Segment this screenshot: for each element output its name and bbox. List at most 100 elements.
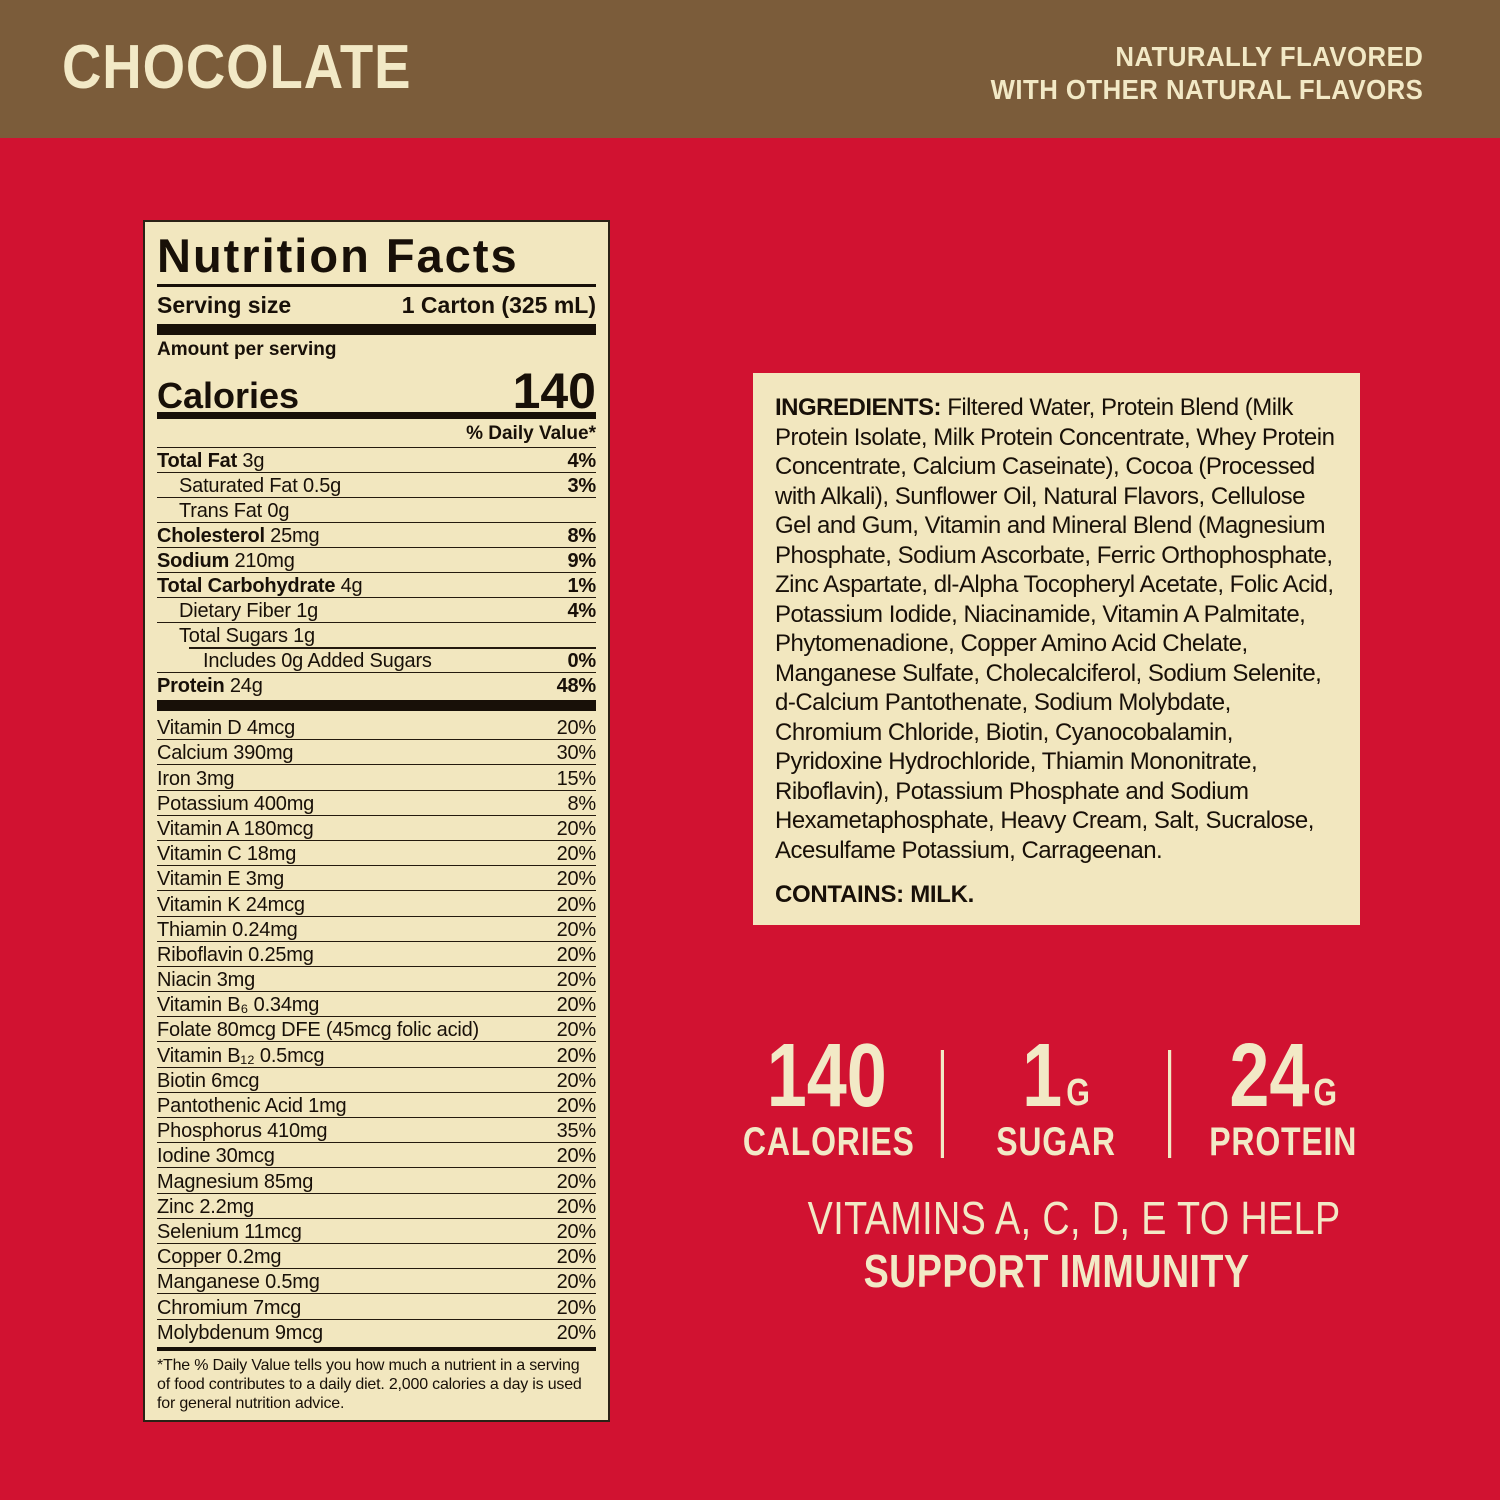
daily-value-percent: 20% (556, 1321, 597, 1344)
nutrient-row: Riboflavin 0.25mg 20% (157, 940, 596, 966)
nutrient-name: Molybdenum 9mcg (157, 1321, 323, 1344)
daily-value-percent: 8% (567, 525, 596, 547)
nutrient-name: Calcium 390mg (157, 742, 294, 765)
daily-value-percent: 20% (556, 994, 597, 1017)
stat-number-row: 140 (741, 1026, 917, 1126)
nutrient-row: Iron 3mg 15% (157, 764, 597, 790)
nutrient-name: Folate 80mcg DFE (45mcg folic acid) (157, 1019, 480, 1042)
nutrient-name: Iodine 30mcg (157, 1145, 275, 1168)
nutrient-name: Cholesterol 25mg (157, 525, 320, 547)
nutrient-row: Magnesium 85mg 20% (157, 1167, 597, 1193)
nutrient-row: Includes 0g Added Sugars 0% (157, 647, 596, 672)
allergen-statement: CONTAINS: MILK. (775, 881, 975, 908)
nutrition-facts-title: Nutrition Facts (157, 229, 519, 282)
nutrient-name: Vitamin D 4mcg (157, 717, 295, 740)
amount-per-serving-label: Amount per serving (157, 339, 337, 360)
flavor-tagline: NATURALLY FLAVORED WITH OTHER NATURAL FL… (990, 40, 1423, 106)
nutrient-row: Total Sugars 1g (157, 622, 596, 647)
nutrient-row: Vitamin B₁₂ 0.5mcg 20% (157, 1041, 597, 1067)
nutrient-name: Chromium 7mcg (157, 1296, 302, 1319)
stat-value: 140 (766, 1026, 887, 1126)
nutrient-name: Vitamin C 18mg (157, 843, 297, 866)
nutrient-row: Thiamin 0.24mg 20% (157, 915, 596, 941)
immunity-claim: VITAMINS A, C, D, E TO HELP SUPPORT IMMU… (807, 1192, 1341, 1298)
nutrient-row: Vitamin B₆ 0.34mg 20% (157, 991, 596, 1016)
nutrient-name: Vitamin B₁₂ 0.5mcg (157, 1044, 325, 1067)
nutrient-row: Vitamin C 18mg 20% (157, 839, 597, 866)
daily-value-percent: 20% (556, 1095, 597, 1117)
nutrient-name: Includes 0g Added Sugars (203, 650, 432, 672)
daily-value-percent: 1% (567, 575, 596, 597)
nutrient-row: Vitamin E 3mg 20% (157, 865, 596, 890)
daily-value-percent: 20% (556, 1145, 597, 1168)
stat-divider (940, 1049, 944, 1158)
ingredients-text: INGREDIENTS: Filtered Water, Protein Ble… (775, 393, 1338, 865)
daily-value-percent: 20% (556, 1044, 597, 1067)
separator (157, 284, 596, 287)
nutrient-name: Vitamin A 180mcg (157, 817, 314, 840)
daily-value-percent: 20% (556, 1170, 597, 1193)
daily-value-percent: 4% (567, 450, 596, 472)
nutrient-row: Sodium 210mg 9% (157, 547, 596, 572)
nutrient-row: Total Carbohydrate 4g 1% (157, 572, 596, 597)
nutrient-name: Selenium 11mcg (157, 1220, 302, 1243)
stat-value: 24 (1229, 1026, 1310, 1126)
stat-calories: 140 CALORIES (741, 1026, 917, 1165)
nutrient-row: Iodine 30mcg 20% (157, 1142, 596, 1167)
daily-value-percent: 20% (556, 1296, 597, 1319)
main-nutrient-rows: Total Fat 3g 4% Saturated Fat 0.5g 3% Trans … (157, 447, 596, 697)
daily-value-percent: 20% (556, 843, 597, 866)
nutrient-row: Vitamin A 180mcg 20% (157, 814, 596, 840)
stat-divider (1168, 1049, 1172, 1158)
claim-line-2: SUPPORT IMMUNITY (863, 1245, 1250, 1297)
nutrient-row: Zinc 2.2mg 20% (157, 1192, 597, 1218)
stat-protein: 24 G PROTEIN (1195, 1026, 1371, 1165)
ingredients-box: INGREDIENTS: Filtered Water, Protein Ble… (753, 373, 1360, 925)
daily-value-percent: 20% (556, 1220, 597, 1243)
nutrient-name: Pantothenic Acid 1mg (157, 1095, 347, 1117)
daily-value-percent: 20% (556, 1195, 597, 1218)
ingredients-label: INGREDIENTS: (775, 394, 942, 421)
nutrient-row: Niacin 3mg 20% (157, 965, 596, 991)
stat-unit: G (1313, 1072, 1338, 1114)
footnote-bar (157, 1346, 596, 1351)
daily-value-footnote: *The % Daily Value tells you how much a … (157, 1356, 582, 1412)
nutrient-row: Pantothenic Acid 1mg 20% (157, 1091, 597, 1117)
nutrient-row: Chromium 7mcg 20% (157, 1293, 597, 1319)
daily-value-percent: 35% (556, 1120, 597, 1143)
nutrient-name: Manganese 0.5mg (157, 1271, 320, 1294)
nutrient-row: Vitamin D 4mcg 20% (157, 714, 596, 739)
nutrient-name: Protein 24g (157, 675, 263, 697)
nutrient-row: Manganese 0.5mg 20% (157, 1268, 596, 1293)
thick-bar (157, 700, 596, 711)
daily-value-percent: 20% (556, 1019, 597, 1042)
daily-value-percent: 4% (567, 600, 596, 622)
claim-line-1: VITAMINS A, C, D, E TO HELP (807, 1192, 1341, 1244)
daily-value-header: % Daily Value* (466, 423, 596, 444)
nutrient-row: Biotin 6mcg 20% (157, 1066, 596, 1092)
stat-value: 1 (1022, 1026, 1063, 1126)
stat-label: SUGAR (996, 1120, 1116, 1164)
daily-value-percent: 20% (556, 1271, 597, 1294)
nutrient-name: Trans Fat 0g (179, 500, 290, 522)
nutrient-name: Vitamin K 24mcg (157, 893, 305, 916)
stat-sugar: 1 G SUGAR (968, 1026, 1144, 1165)
calories-label: Calories (157, 375, 300, 416)
daily-value-percent: 8% (567, 792, 596, 815)
stat-number-row: 24 G (1195, 1026, 1371, 1126)
nutrient-row: Selenium 11mcg 20% (157, 1217, 597, 1243)
nutrient-row: Dietary Fiber 1g 4% (157, 597, 596, 622)
nutrient-name: Iron 3mg (157, 767, 235, 790)
nutrient-name: Copper 0.2mg (157, 1246, 282, 1269)
nutrient-name: Vitamin E 3mg (157, 868, 285, 891)
daily-value-percent: 15% (556, 767, 597, 790)
flavor-title: CHOCOLATE (62, 33, 412, 102)
nutrient-name: Thiamin 0.24mg (157, 918, 298, 941)
nutrient-row: Folate 80mcg DFE (45mcg folic acid) 20% (157, 1016, 596, 1041)
nutrient-row: Calcium 390mg 30% (157, 739, 596, 764)
nutrient-name: Dietary Fiber 1g (179, 600, 319, 622)
tagline-line-2: WITH OTHER NATURAL FLAVORS (990, 74, 1423, 105)
daily-value-percent: 0% (567, 650, 596, 672)
serving-size-value: 1 Carton (325 mL) (401, 292, 596, 318)
nutrient-row: Copper 0.2mg 20% (157, 1242, 596, 1269)
